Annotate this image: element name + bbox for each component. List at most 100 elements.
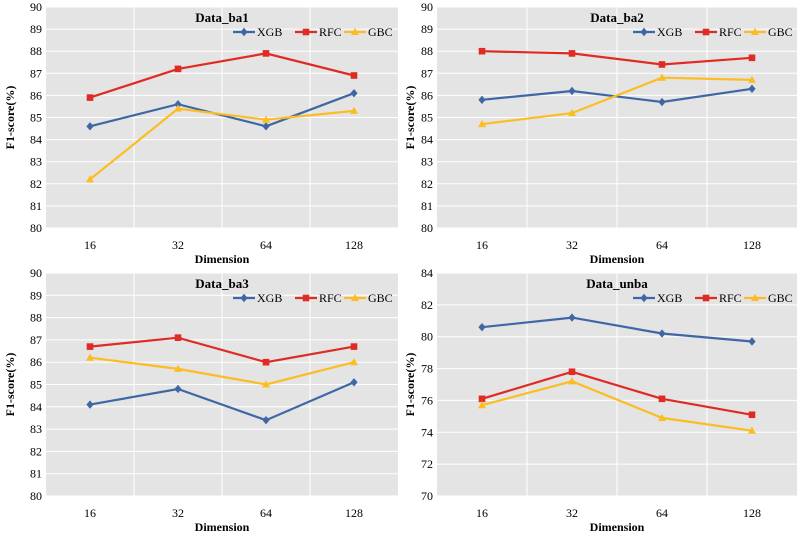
series-rfc <box>86 334 358 366</box>
x-axis-label: Dimension <box>195 520 250 534</box>
y-tick-label: 90 <box>30 266 42 280</box>
series-line-xgb <box>89 381 355 422</box>
x-tick-label: 16 <box>476 238 488 252</box>
x-tick-label: 64 <box>656 238 668 252</box>
y-tick-label: 83 <box>30 155 42 169</box>
x-tick-label: 64 <box>260 238 272 252</box>
y-tick-label: 85 <box>421 111 433 125</box>
y-axis-label: F1-score(%) <box>403 353 417 417</box>
data-point-rfc <box>262 50 270 57</box>
legend-label-rfc: RFC <box>719 291 742 305</box>
data-point-xgb <box>350 88 358 98</box>
x-tick-label: 128 <box>743 238 761 252</box>
y-tick-label: 81 <box>30 467 42 481</box>
series-line-rfc <box>481 370 753 416</box>
data-point-gbc <box>568 108 576 117</box>
x-axis-label: Dimension <box>590 520 645 534</box>
data-point-gbc <box>350 106 358 114</box>
data-point-gbc <box>748 75 756 83</box>
series-gbc <box>86 353 358 388</box>
data-point-xgb <box>174 384 182 394</box>
x-tick-label: 64 <box>656 506 668 520</box>
y-axis-label: F1-score(%) <box>3 86 17 150</box>
data-point-xgb <box>748 84 756 93</box>
y-tick-label: 80 <box>421 330 433 344</box>
data-point-rfc <box>658 61 666 68</box>
legend-marker <box>240 27 248 37</box>
data-point-rfc <box>350 343 358 350</box>
data-point-gbc <box>86 353 94 361</box>
legend: XGB RFC GBC <box>233 25 393 39</box>
y-tick-label: 76 <box>421 393 433 407</box>
legend: XGB RFC GBC <box>233 291 393 305</box>
y-tick-label: 82 <box>421 177 433 191</box>
y-tick-label: 85 <box>30 111 42 125</box>
legend-marker <box>351 293 359 301</box>
data-point-gbc <box>174 364 182 372</box>
legend-label-xgb: XGB <box>257 291 282 305</box>
legend-marker <box>702 294 710 302</box>
data-point-rfc <box>568 368 576 376</box>
series-gbc <box>478 377 756 434</box>
data-point-gbc <box>568 377 576 385</box>
chart-panel-4: 70 72 74 76 78 80 82 84 16 32 64 128 Dimension F1-sco… <box>400 266 800 534</box>
series-rfc <box>478 47 756 68</box>
legend-label-gbc: GBC <box>768 25 793 39</box>
y-tick-label: 72 <box>421 457 433 471</box>
data-point-xgb <box>658 329 666 338</box>
y-tick-label: 84 <box>421 133 433 147</box>
data-point-xgb <box>478 95 486 105</box>
y-tick-label: 83 <box>421 155 433 169</box>
data-point-xgb <box>86 122 94 131</box>
series-line-gbc <box>89 107 355 181</box>
data-point-gbc <box>174 104 182 112</box>
data-point-xgb <box>658 97 666 107</box>
data-point-rfc <box>748 411 756 419</box>
x-tick-label: 128 <box>345 238 363 252</box>
y-tick-label: 74 <box>421 425 433 439</box>
data-point-gbc <box>350 358 358 366</box>
x-tick-label: 32 <box>566 506 578 520</box>
legend: XGB RFC GBC <box>633 25 793 39</box>
legend-marker <box>302 294 310 302</box>
legend: XGB RFC GBC <box>633 291 793 305</box>
data-point-rfc <box>86 343 94 350</box>
panel-title: Data_ba2 <box>590 10 643 25</box>
y-tick-label: 82 <box>30 444 42 458</box>
legend-label-rfc: RFC <box>719 25 742 39</box>
legend-label-rfc: RFC <box>319 291 342 305</box>
data-point-xgb <box>748 337 756 346</box>
x-tick-label: 32 <box>172 506 184 520</box>
legend-label-xgb: XGB <box>257 25 282 39</box>
y-tick-label: 70 <box>421 489 433 503</box>
y-tick-label: 78 <box>421 362 433 376</box>
x-tick-label: 128 <box>743 506 761 520</box>
y-tick-label: 90 <box>421 0 433 14</box>
series-line-xgb <box>481 316 753 343</box>
y-tick-label: 81 <box>30 199 42 213</box>
data-point-rfc <box>748 54 756 62</box>
legend-marker <box>640 27 648 37</box>
series-line-gbc <box>481 76 753 126</box>
legend-label-gbc: GBC <box>368 25 393 39</box>
y-tick-label: 87 <box>30 66 42 80</box>
chart-panel-3: 80 81 82 83 84 85 86 87 88 89 90 16 32 64 128 Dimension… <box>0 266 400 534</box>
x-axis-label: Dimension <box>195 252 250 266</box>
x-tick-label: 32 <box>566 238 578 252</box>
data-point-rfc <box>478 395 486 403</box>
y-axis-label: F1-score(%) <box>3 353 17 417</box>
data-point-rfc <box>478 47 486 55</box>
series-line-rfc <box>89 336 355 364</box>
x-tick-label: 16 <box>84 506 96 520</box>
y-tick-label: 82 <box>421 298 433 312</box>
y-tick-label: 85 <box>30 378 42 392</box>
data-point-rfc <box>174 65 182 73</box>
data-point-xgb <box>262 415 270 425</box>
data-point-gbc <box>262 115 270 123</box>
data-point-rfc <box>174 334 182 341</box>
series-gbc <box>86 104 358 183</box>
data-point-gbc <box>478 401 486 409</box>
x-tick-label: 128 <box>345 506 363 520</box>
data-point-rfc <box>350 72 358 79</box>
